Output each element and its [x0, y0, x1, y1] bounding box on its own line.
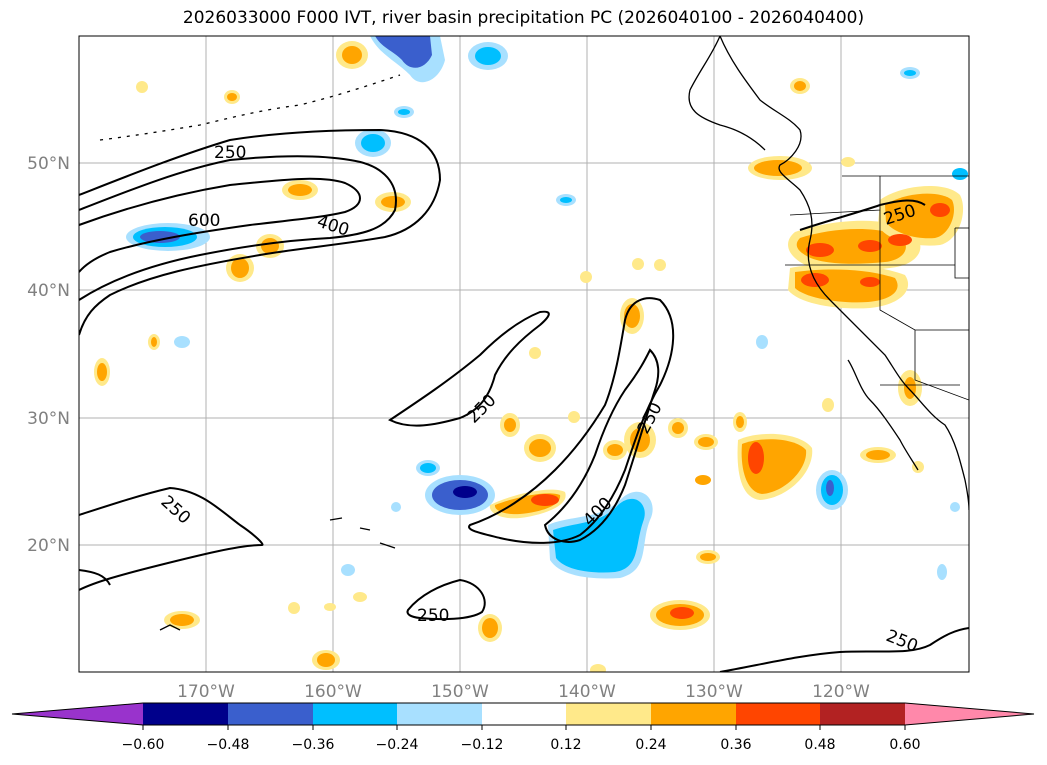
lon-label-140w: 140°W: [558, 682, 616, 702]
lon-label-150w: 150°W: [431, 682, 489, 702]
colorbar-bin: [566, 703, 651, 725]
precip-patch-arizona: [898, 370, 922, 406]
hawaii-island-small: [159, 624, 181, 631]
lon-tick-labels: 170°W 160°W 150°W 140°W 130°W 120°W: [177, 682, 870, 702]
lon-label-120w: 120°W: [812, 682, 870, 702]
contour-250-ar-tongue: [468, 297, 675, 544]
lon-label-130w: 130°W: [685, 682, 743, 702]
colorbar-bin: [143, 703, 228, 725]
colorbar-tick-label: 0.24: [635, 737, 666, 753]
contour-label-250-south: 250: [417, 606, 449, 626]
north-america-coast: [719, 36, 969, 511]
colorbar-over-triangle: [905, 703, 1034, 725]
colorbar-bin: [651, 703, 736, 725]
colorbar-ticks: [142, 725, 906, 730]
colorbar-tick-label: 0.12: [550, 737, 581, 753]
contour-600-north: [79, 177, 361, 273]
baja-coast: [847, 359, 919, 471]
colorbar-bin: [313, 703, 397, 725]
precip-patch-neg-150w: [425, 475, 495, 515]
contour-250-southwest: [79, 486, 264, 591]
aleutian-islands: [99, 74, 401, 141]
ivt-contours: [79, 128, 969, 672]
colorbar-tick-label: −0.24: [376, 737, 419, 753]
contour-250-south: [406, 578, 486, 621]
lat-label-20n: 20°N: [27, 536, 70, 556]
precip-patch-pacific-northwest: [748, 156, 812, 180]
contour-250-north: [79, 128, 442, 336]
contour-250-southwest-edge: [79, 569, 111, 586]
lat-tick-labels: 50°N 40°N 30°N 20°N: [27, 154, 70, 556]
colorbar-bin: [482, 703, 566, 725]
contour-250-southeast: [719, 627, 969, 672]
alaska-panhandle-coast: [688, 36, 766, 151]
lon-label-170w: 170°W: [177, 682, 235, 702]
colorbar-tick-label: −0.60: [122, 737, 165, 753]
map-title: 2026033000 F000 IVT, river basin precipi…: [182, 8, 865, 28]
colorbar-under-triangle: [12, 703, 143, 725]
contour-label-250-north: 250: [214, 143, 246, 163]
coastlines: [99, 36, 969, 631]
hawaiian-islands: [329, 517, 396, 549]
precip-shading: [94, 36, 968, 672]
precip-patch-central-pacific-pos: [489, 489, 566, 519]
precip-patch-north-misc: [94, 36, 968, 672]
precip-patch-mexico-west: [737, 433, 813, 500]
colorbar-bin: [736, 703, 820, 725]
precip-patch-central-pacific-neg: [548, 491, 653, 579]
colorbar-tick-label: 0.36: [720, 737, 751, 753]
colorbar: −0.60 −0.48 −0.36 −0.24 −0.12 0.12 0.24 …: [11, 702, 1035, 753]
political-borders: [785, 175, 969, 401]
colorbar-bin: [228, 703, 313, 725]
colorbar-tick-label: −0.48: [207, 737, 250, 753]
colorbar-tick-label: −0.36: [292, 737, 335, 753]
precip-patch-south: [164, 447, 896, 670]
colorbar-tick-label: 0.60: [889, 737, 920, 753]
contour-250-east-pacific: [388, 310, 550, 427]
contour-250-northwest-us: [799, 199, 926, 231]
contour-label-600: 600: [188, 211, 220, 231]
map-panel: [79, 36, 969, 672]
colorbar-tick-label: 0.48: [804, 737, 835, 753]
lat-label-30n: 30°N: [27, 409, 70, 429]
colorbar-bin: [820, 703, 905, 725]
precip-patch-idaho: [878, 185, 964, 246]
lon-label-160w: 160°W: [304, 682, 362, 702]
nv-ut-border: [954, 228, 969, 279]
colorbar-tick-label: −0.12: [461, 737, 504, 753]
contour-400-ar-tongue: [543, 348, 660, 543]
precip-patch-california-central: [788, 264, 909, 309]
map-frame: [78, 35, 970, 673]
colorbar-bin: [397, 703, 482, 725]
ca-nv-border: [879, 265, 969, 331]
lat-label-40n: 40°N: [27, 281, 70, 301]
lat-label-50n: 50°N: [27, 154, 70, 174]
precip-patch-mexico-negative: [816, 470, 848, 510]
contour-400-north: [79, 155, 397, 301]
az-border: [914, 330, 969, 401]
